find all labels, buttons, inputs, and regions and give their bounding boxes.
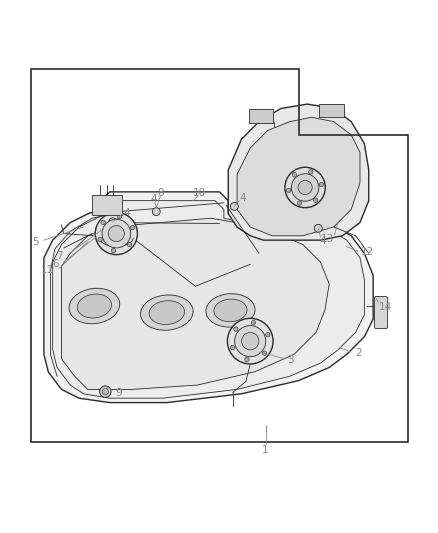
Circle shape [234,326,265,357]
Text: 4: 4 [123,207,130,217]
Polygon shape [44,192,372,402]
Text: 6: 6 [52,259,58,269]
Circle shape [262,351,266,356]
FancyBboxPatch shape [91,196,121,215]
Ellipse shape [213,299,247,322]
Circle shape [292,173,296,177]
Circle shape [286,188,290,192]
Text: 1: 1 [261,445,268,455]
Circle shape [233,327,237,332]
Circle shape [102,389,108,395]
Ellipse shape [140,295,193,330]
Ellipse shape [149,301,184,325]
Circle shape [127,243,131,247]
Circle shape [98,237,102,241]
Circle shape [108,225,124,241]
Circle shape [291,174,318,201]
Circle shape [314,224,321,232]
Text: 7: 7 [56,251,63,261]
Circle shape [251,320,255,325]
Polygon shape [237,117,359,236]
Circle shape [95,213,137,255]
Text: 13: 13 [320,235,333,244]
Text: 11: 11 [41,265,54,275]
Polygon shape [61,218,328,390]
Circle shape [117,214,121,219]
Circle shape [230,203,238,211]
Text: 9: 9 [115,388,121,398]
Circle shape [284,167,325,208]
Circle shape [265,333,269,337]
Text: 3: 3 [287,355,293,365]
Circle shape [318,182,323,187]
Polygon shape [228,104,368,240]
Circle shape [241,333,258,350]
Circle shape [227,318,272,364]
Text: 12: 12 [360,247,374,257]
Circle shape [111,248,115,253]
Circle shape [313,198,317,203]
FancyBboxPatch shape [319,104,343,117]
Circle shape [297,201,301,205]
Circle shape [308,169,312,174]
Text: 10: 10 [193,188,206,198]
Circle shape [152,208,160,215]
Circle shape [130,225,134,230]
Ellipse shape [77,294,111,318]
Polygon shape [53,200,364,398]
Text: 8: 8 [156,188,163,198]
FancyBboxPatch shape [249,109,272,123]
Text: 5: 5 [32,237,39,247]
Ellipse shape [205,294,254,327]
Text: 4: 4 [318,236,325,246]
Circle shape [230,345,234,350]
Text: 4: 4 [150,195,157,204]
Circle shape [102,219,131,248]
Ellipse shape [69,288,120,324]
Text: 4: 4 [238,193,245,203]
Circle shape [99,386,111,397]
Circle shape [297,180,311,195]
FancyBboxPatch shape [374,296,387,329]
Text: 14: 14 [378,302,391,312]
Circle shape [109,218,117,225]
Text: 2: 2 [355,349,361,358]
Circle shape [101,220,105,225]
Circle shape [244,357,249,362]
